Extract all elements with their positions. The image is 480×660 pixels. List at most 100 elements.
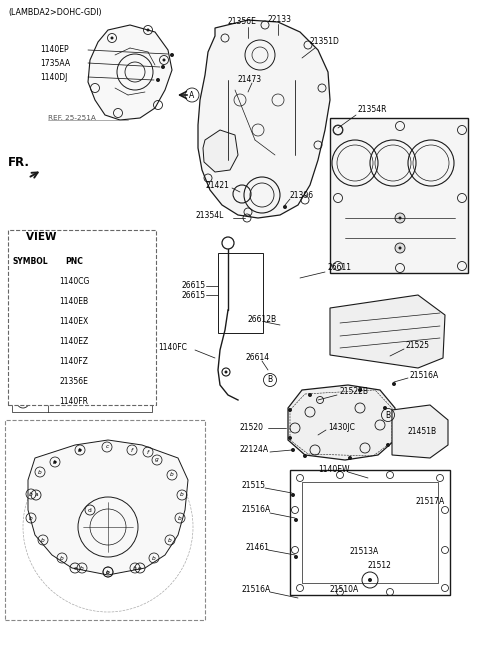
Text: 21515: 21515 [242, 480, 266, 490]
Text: 21510A: 21510A [330, 585, 359, 595]
Text: A: A [190, 90, 194, 100]
Text: 1140EP: 1140EP [40, 46, 69, 55]
Text: b: b [78, 447, 82, 453]
Text: 26615: 26615 [182, 290, 206, 300]
Bar [12, 252, 152, 272]
Text: 21451B: 21451B [408, 428, 437, 436]
Circle shape [79, 449, 82, 451]
Text: b: b [38, 469, 42, 475]
Text: 1140EZ: 1140EZ [60, 337, 89, 346]
Polygon shape [88, 25, 172, 120]
Circle shape [156, 78, 160, 82]
Circle shape [288, 408, 292, 412]
Text: 21421: 21421 [205, 180, 229, 189]
Circle shape [294, 555, 298, 559]
Text: 21351D: 21351D [310, 38, 340, 46]
Bar [330, 118, 468, 273]
Polygon shape [288, 385, 395, 460]
Circle shape [303, 454, 307, 458]
Circle shape [395, 213, 405, 223]
Text: 21517A: 21517A [415, 498, 444, 506]
Text: (LAMBDA2>DOHC-GDI): (LAMBDA2>DOHC-GDI) [8, 7, 102, 16]
Text: 21356E: 21356E [228, 18, 257, 26]
Text: FR.: FR. [8, 156, 30, 168]
Circle shape [392, 382, 396, 386]
Text: 21473: 21473 [238, 75, 262, 84]
Text: 21354L: 21354L [196, 211, 224, 220]
Text: 21516A: 21516A [242, 506, 271, 515]
Text: b: b [80, 566, 84, 570]
Text: g: g [155, 457, 159, 463]
Circle shape [291, 448, 295, 452]
Circle shape [294, 518, 298, 522]
Bar [12, 272, 152, 292]
Text: b: b [106, 570, 110, 574]
Circle shape [170, 53, 174, 57]
FancyBboxPatch shape [8, 230, 156, 405]
Bar [12, 372, 152, 392]
Bar [302, 482, 438, 583]
Circle shape [386, 443, 390, 447]
Bar [12, 352, 152, 372]
Text: 22124A: 22124A [240, 446, 269, 455]
Text: 21356E: 21356E [60, 378, 88, 387]
Text: b: b [170, 473, 174, 477]
Text: g: g [21, 399, 25, 405]
Text: b: b [180, 492, 184, 498]
Text: 21516A: 21516A [410, 370, 439, 380]
Text: 1430JC: 1430JC [328, 424, 355, 432]
Circle shape [398, 246, 401, 249]
Bar [12, 332, 152, 352]
Circle shape [146, 28, 149, 32]
Text: c: c [106, 444, 108, 449]
Text: 1140CG: 1140CG [59, 277, 89, 286]
Text: PNC: PNC [65, 257, 83, 267]
Text: 26615: 26615 [182, 282, 206, 290]
Text: 1735AA: 1735AA [40, 59, 70, 67]
Text: e: e [73, 566, 77, 570]
Polygon shape [28, 440, 188, 575]
Circle shape [288, 436, 292, 440]
Circle shape [163, 59, 166, 61]
Bar [12, 392, 152, 412]
Text: 1140FR: 1140FR [60, 397, 88, 407]
Circle shape [383, 406, 387, 410]
Text: f: f [22, 379, 24, 385]
Text: 21354R: 21354R [358, 106, 387, 114]
Circle shape [358, 388, 362, 392]
Text: 1140EW: 1140EW [318, 465, 349, 475]
Text: b: b [133, 566, 137, 570]
Text: 1140EX: 1140EX [60, 317, 89, 327]
Text: d: d [21, 339, 25, 345]
Text: 21513A: 21513A [350, 548, 379, 556]
Circle shape [291, 493, 295, 497]
Text: 26612B: 26612B [248, 315, 277, 325]
Circle shape [283, 205, 287, 209]
Circle shape [348, 456, 352, 460]
Text: f: f [131, 447, 133, 453]
Bar [218, 253, 263, 333]
Text: 26611: 26611 [328, 263, 352, 273]
Text: 21522B: 21522B [340, 387, 369, 397]
Text: b: b [29, 492, 33, 496]
Text: 21512: 21512 [368, 560, 392, 570]
Bar [5, 420, 205, 620]
Text: 21516A: 21516A [242, 585, 271, 595]
Circle shape [395, 243, 405, 253]
Circle shape [53, 461, 57, 463]
Text: a: a [21, 279, 25, 285]
Text: a: a [34, 492, 38, 498]
Text: B: B [385, 411, 391, 420]
Text: c: c [21, 319, 25, 325]
Circle shape [308, 393, 312, 397]
Text: 21396: 21396 [290, 191, 314, 199]
Text: b: b [53, 459, 57, 465]
Circle shape [161, 65, 165, 69]
Text: e: e [21, 359, 25, 365]
Circle shape [225, 370, 228, 374]
Polygon shape [203, 130, 238, 172]
Text: d: d [88, 508, 92, 513]
Text: e: e [106, 570, 110, 574]
Text: 1140FZ: 1140FZ [60, 358, 88, 366]
Text: b: b [152, 556, 156, 560]
